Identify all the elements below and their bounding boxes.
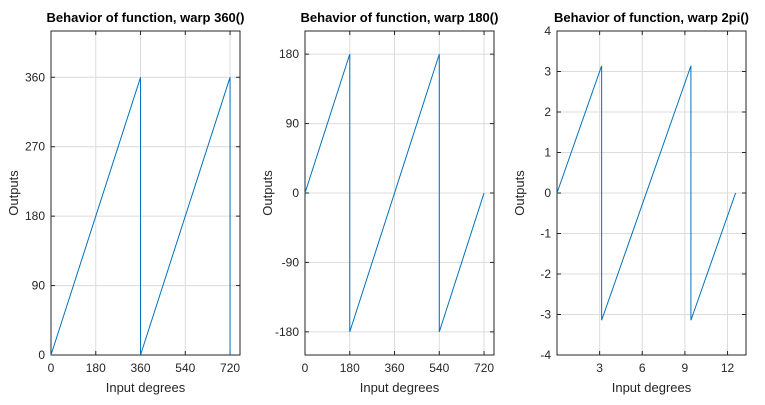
y-tick-label: -2: [540, 267, 551, 281]
x-tick-label: 0: [302, 361, 309, 375]
x-tick-label: 540: [429, 361, 449, 375]
y-tick-label: -4: [540, 348, 551, 362]
chart-title: Behavior of function, warp 180(): [301, 10, 499, 25]
x-tick-label: 720: [474, 361, 494, 375]
chart-1: 0 180 360 540 720 0 90 180 270 360 Behavior of fun…: [6, 10, 244, 395]
y-tick-label: 360: [25, 70, 45, 84]
y-tick-label: -1: [540, 227, 551, 241]
y-axis-label: Outputs: [260, 170, 275, 216]
y-tick-label: -3: [540, 308, 551, 322]
y-tick-label: 90: [32, 279, 46, 293]
x-axis-label: Input degrees: [106, 380, 186, 395]
y-tick-label: 0: [544, 186, 551, 200]
chart-title: Behavior of function, warp 2pi(): [554, 10, 749, 25]
x-tick-label: 360: [131, 361, 151, 375]
y-tick-label: 4: [544, 24, 551, 38]
x-tick-label: 360: [385, 361, 405, 375]
chart-title: Behavior of function, warp 360(): [47, 10, 245, 25]
series-line: [304, 53, 485, 333]
y-axis-label: Outputs: [6, 170, 21, 216]
x-tick-label: 9: [682, 361, 689, 375]
x-tick-label: 180: [340, 361, 360, 375]
y-tick-label: -180: [275, 325, 299, 339]
y-tick-label: 2: [544, 105, 551, 119]
x-tick-label: 540: [175, 361, 195, 375]
y-tick-label: 90: [286, 117, 300, 131]
series-line: [556, 65, 737, 321]
y-tick-label: 180: [25, 209, 45, 223]
chart-2: 0 180 360 540 720 -180 -90 0 90 180 Behavior of fu…: [260, 10, 498, 395]
x-tick-label: 3: [596, 361, 603, 375]
y-tick-label: 0: [292, 186, 299, 200]
y-tick-label: 180: [279, 47, 299, 61]
y-tick-label: 0: [38, 348, 45, 362]
y-tick-label: 1: [544, 146, 551, 160]
series-line: [50, 77, 231, 356]
y-axis-label: Outputs: [512, 170, 527, 216]
plot-area: [51, 31, 240, 355]
x-axis-label: Input degrees: [360, 380, 440, 395]
y-tick-label: 270: [25, 140, 45, 154]
x-tick-label: 12: [721, 361, 735, 375]
x-axis-label: Input degrees: [612, 380, 692, 395]
x-tick-label: 0: [48, 361, 55, 375]
axes-box: [50, 30, 241, 356]
x-tick-label: 720: [220, 361, 240, 375]
y-tick-label: -90: [282, 255, 300, 269]
x-tick-label: 6: [639, 361, 646, 375]
y-tick-label: 3: [544, 65, 551, 79]
x-tick-label: 180: [86, 361, 106, 375]
